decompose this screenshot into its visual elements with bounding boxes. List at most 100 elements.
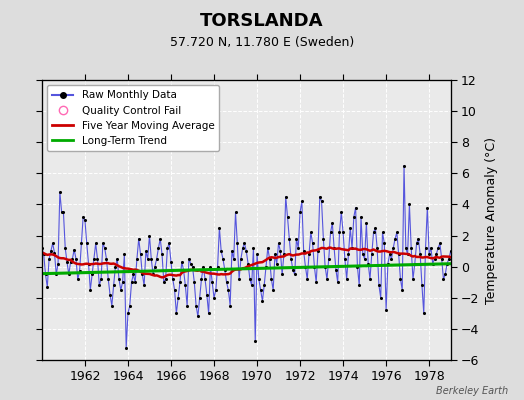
Point	[156, 236, 165, 242]
Point	[237, 256, 245, 262]
Point	[452, 276, 460, 282]
Point	[265, 256, 274, 262]
Point	[72, 256, 80, 262]
Point	[369, 229, 378, 236]
Point	[158, 251, 166, 258]
Point	[129, 271, 137, 278]
Point	[339, 229, 347, 236]
Point	[392, 229, 401, 236]
Point	[144, 256, 152, 262]
Point	[241, 240, 249, 246]
Point	[380, 240, 388, 246]
Point	[267, 276, 276, 282]
Point	[140, 282, 148, 288]
Point	[441, 271, 450, 278]
Point	[187, 260, 195, 267]
Point	[443, 260, 451, 267]
Point	[418, 282, 426, 288]
Point	[183, 302, 191, 309]
Point	[416, 251, 424, 258]
Point	[124, 310, 132, 316]
Point	[230, 256, 238, 262]
Point	[330, 245, 339, 251]
Point	[170, 287, 179, 293]
Point	[213, 264, 222, 270]
Point	[174, 294, 182, 301]
Point	[172, 310, 181, 316]
Point	[59, 209, 68, 216]
Point	[127, 279, 136, 286]
Point	[117, 287, 125, 293]
Point	[92, 240, 100, 246]
Point	[463, 302, 471, 309]
Point	[337, 209, 345, 216]
Point	[115, 276, 123, 282]
Point	[111, 264, 119, 270]
Point	[387, 256, 396, 262]
Point	[403, 251, 412, 258]
Point	[203, 292, 211, 298]
Point	[358, 251, 367, 258]
Point	[84, 260, 93, 267]
Point	[224, 287, 233, 293]
Point	[298, 198, 306, 204]
Point	[296, 209, 304, 216]
Text: Berkeley Earth: Berkeley Earth	[436, 386, 508, 396]
Point	[107, 302, 116, 309]
Point	[396, 276, 405, 282]
Point	[138, 271, 147, 278]
Point	[411, 260, 419, 267]
Point	[63, 259, 71, 265]
Point	[247, 282, 256, 288]
Point	[260, 282, 268, 288]
Point	[70, 246, 79, 253]
Point	[305, 251, 313, 258]
Point	[389, 245, 398, 251]
Point	[136, 251, 145, 258]
Point	[384, 260, 392, 267]
Point	[281, 194, 290, 200]
Point	[398, 287, 407, 293]
Point	[176, 279, 184, 286]
Point	[106, 292, 114, 298]
Point	[181, 282, 190, 288]
Point	[323, 276, 331, 282]
Point	[110, 282, 118, 288]
Point	[113, 256, 122, 262]
Point	[231, 209, 239, 216]
Point	[382, 307, 390, 314]
Point	[141, 248, 150, 254]
Point	[348, 245, 356, 251]
Point	[163, 245, 171, 251]
Point	[335, 229, 344, 236]
Point	[405, 201, 413, 208]
Point	[409, 276, 417, 282]
Point	[221, 266, 229, 273]
Point	[412, 240, 421, 246]
Point	[434, 245, 442, 251]
Point	[466, 271, 475, 278]
Point	[192, 302, 200, 309]
Point	[244, 260, 252, 267]
Point	[93, 256, 102, 262]
Point	[188, 264, 196, 270]
Point	[238, 245, 247, 251]
Point	[309, 240, 317, 246]
Point	[420, 310, 428, 316]
Point	[135, 236, 143, 242]
Point	[64, 271, 73, 278]
Point	[58, 209, 66, 216]
Point	[222, 279, 231, 286]
Point	[350, 214, 358, 220]
Point	[430, 256, 439, 262]
Point	[407, 245, 416, 251]
Point	[235, 276, 243, 282]
Point	[427, 245, 435, 251]
Point	[154, 245, 162, 251]
Point	[160, 279, 168, 286]
Point	[269, 287, 277, 293]
Point	[276, 248, 285, 254]
Point	[165, 240, 173, 246]
Point	[246, 276, 254, 282]
Point	[414, 236, 422, 242]
